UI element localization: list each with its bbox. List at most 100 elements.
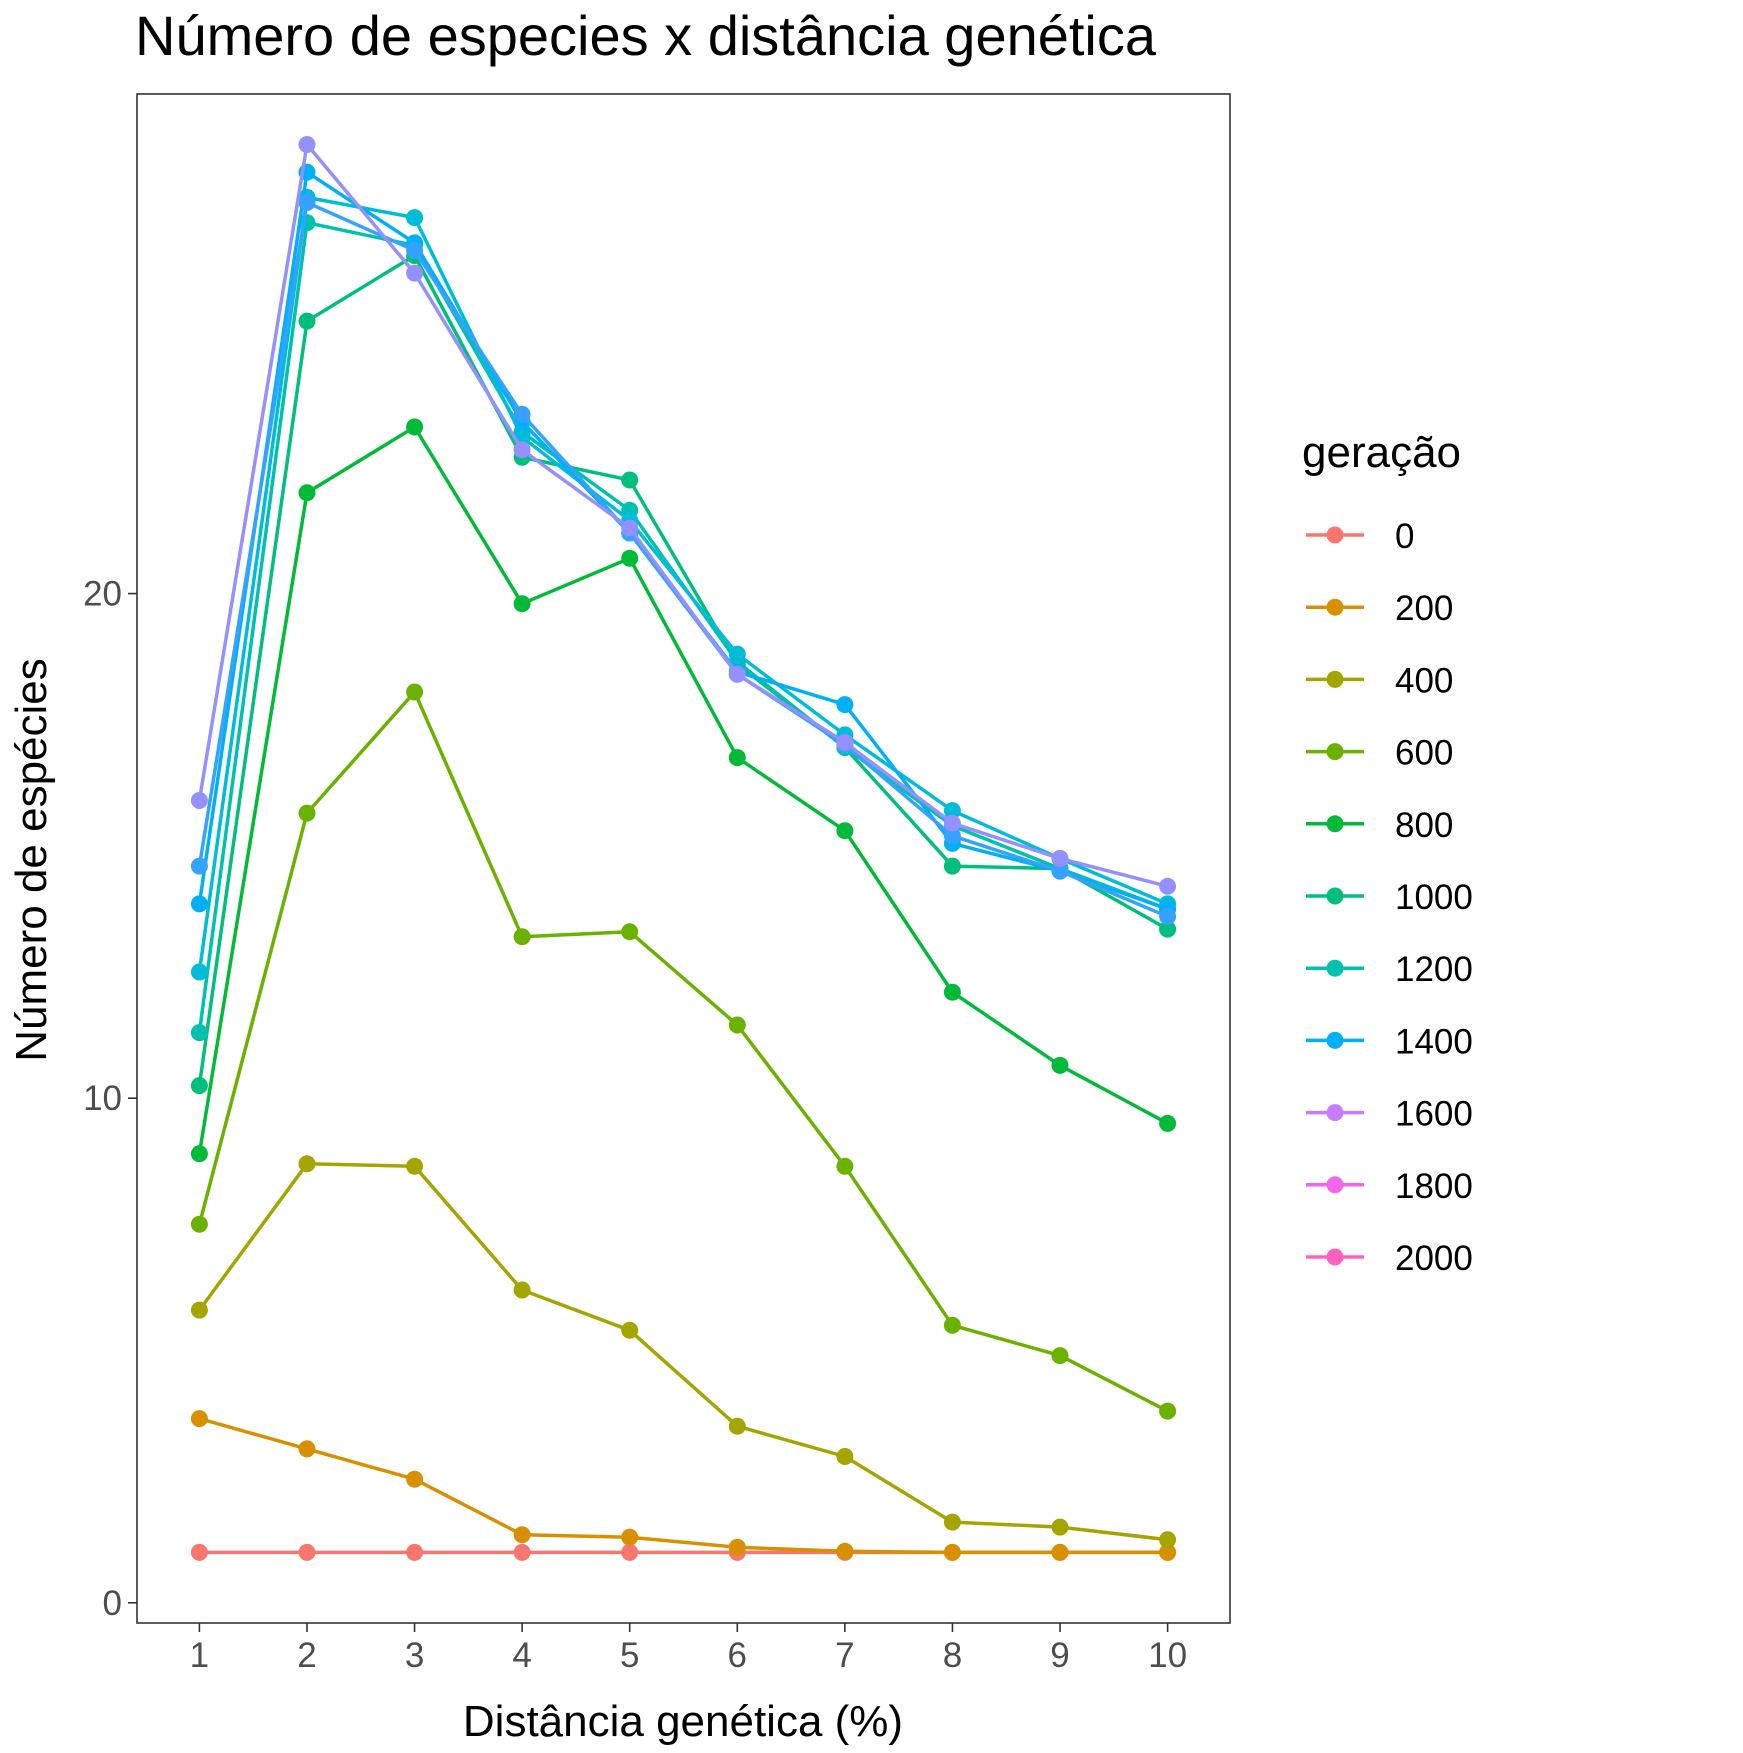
data-point xyxy=(1051,1056,1069,1074)
data-point xyxy=(298,194,316,211)
data-point xyxy=(406,264,424,282)
y-axis-title: Número de espécies xyxy=(7,658,56,1062)
data-point xyxy=(943,827,961,845)
series-200 xyxy=(190,1410,1177,1561)
legend-label: 1800 xyxy=(1395,1167,1473,1206)
legend-label: 200 xyxy=(1395,589,1453,628)
legend-key-point xyxy=(1326,526,1344,544)
data-point xyxy=(406,241,424,259)
data-point xyxy=(190,1077,208,1095)
data-point xyxy=(621,519,639,537)
legend-key-point xyxy=(1326,598,1344,616)
data-point xyxy=(943,857,961,875)
legend-label: 1400 xyxy=(1395,1022,1473,1061)
series-1200 xyxy=(190,214,1177,1042)
data-point xyxy=(190,1145,208,1163)
legend-item: 1800 xyxy=(1306,1167,1473,1206)
data-point xyxy=(298,1543,316,1561)
data-point xyxy=(728,749,746,767)
data-point xyxy=(406,418,424,436)
data-point xyxy=(621,923,639,941)
series-line-1400 xyxy=(197,195,1169,973)
data-point xyxy=(1051,850,1069,867)
legend-key-point xyxy=(1326,1176,1344,1194)
chart-title: Número de especies x distância genética xyxy=(135,4,1157,67)
legend-key-point xyxy=(1326,1104,1344,1122)
data-point xyxy=(836,822,854,840)
legend-label: 0 xyxy=(1395,517,1414,556)
data-point xyxy=(836,1157,854,1175)
data-point xyxy=(298,484,316,502)
series-1000 xyxy=(190,247,1177,1095)
legend-item: 600 xyxy=(1306,734,1453,773)
data-point xyxy=(943,1513,961,1531)
data-point xyxy=(190,857,208,875)
legend-title: geração xyxy=(1302,428,1461,477)
data-point xyxy=(1051,1518,1069,1536)
data-point xyxy=(298,804,316,822)
data-point xyxy=(1051,1347,1069,1365)
series-800 xyxy=(190,418,1177,1163)
data-point xyxy=(190,792,208,809)
plot-area: 1 2 3 4 5 6 7 8 9 10 0 10 20 xyxy=(83,93,1231,1675)
series-400 xyxy=(190,1155,1177,1549)
y-tick-label: 0 xyxy=(103,1584,122,1623)
legend-item: 200 xyxy=(1306,589,1453,628)
data-point xyxy=(943,1316,961,1334)
data-point xyxy=(513,1281,531,1299)
legend-item: 400 xyxy=(1306,661,1453,700)
data-point xyxy=(190,1543,208,1561)
data-point xyxy=(728,645,746,663)
x-tick-label: 4 xyxy=(512,1636,531,1675)
y-tick-label: 20 xyxy=(83,575,122,614)
y-tick-label: 10 xyxy=(83,1079,122,1118)
legend-key-point xyxy=(1326,815,1344,833)
series-line-400 xyxy=(197,1162,1168,1542)
legend-key-point xyxy=(1326,887,1344,905)
legend-item: 1200 xyxy=(1306,950,1473,989)
legend-item: 2000 xyxy=(1306,1239,1473,1278)
legend-item: 1600 xyxy=(1306,1095,1473,1134)
data-point xyxy=(728,665,746,683)
legend: geração 0 200 400 600 800 1000 1200 1400 1600 180… xyxy=(1302,428,1473,1278)
x-axis-title: Distância genética (%) xyxy=(463,1697,903,1746)
data-point xyxy=(1159,920,1177,938)
x-tick-label: 2 xyxy=(297,1636,316,1675)
x-tick-label: 5 xyxy=(620,1636,639,1675)
data-point xyxy=(836,696,854,714)
data-point xyxy=(943,814,961,832)
data-point xyxy=(298,312,316,330)
legend-key-point xyxy=(1326,959,1344,977)
data-point xyxy=(621,1321,639,1339)
data-point xyxy=(621,471,639,489)
x-tick-label: 1 xyxy=(190,1636,209,1675)
data-point xyxy=(1159,1114,1177,1132)
series-2000 xyxy=(190,136,1177,895)
legend-item: 800 xyxy=(1306,806,1453,845)
data-point xyxy=(190,1215,208,1233)
data-point xyxy=(298,1155,316,1173)
legend-key-point xyxy=(1326,670,1344,688)
data-point xyxy=(190,1024,208,1042)
legend-key-point xyxy=(1326,1248,1344,1266)
x-tick-label: 8 xyxy=(943,1636,962,1675)
x-tick-label: 10 xyxy=(1148,1636,1187,1675)
data-point xyxy=(1159,1543,1177,1561)
data-point xyxy=(836,1448,854,1465)
legend-label: 1600 xyxy=(1395,1095,1473,1134)
legend-label: 1000 xyxy=(1395,878,1473,917)
data-point xyxy=(298,1440,316,1458)
legend-label: 800 xyxy=(1395,806,1453,845)
data-point xyxy=(406,1157,424,1175)
data-point xyxy=(943,802,961,820)
data-point xyxy=(190,963,208,981)
series-line-1200 xyxy=(197,220,1169,1033)
legend-item: 0 xyxy=(1306,517,1414,556)
data-point xyxy=(1051,1543,1069,1561)
series-line-200 xyxy=(198,1416,1168,1555)
series-line-2000 xyxy=(197,142,1169,888)
panel-border xyxy=(136,93,1231,1624)
legend-key-point xyxy=(1326,1031,1344,1049)
series-600 xyxy=(190,683,1177,1420)
